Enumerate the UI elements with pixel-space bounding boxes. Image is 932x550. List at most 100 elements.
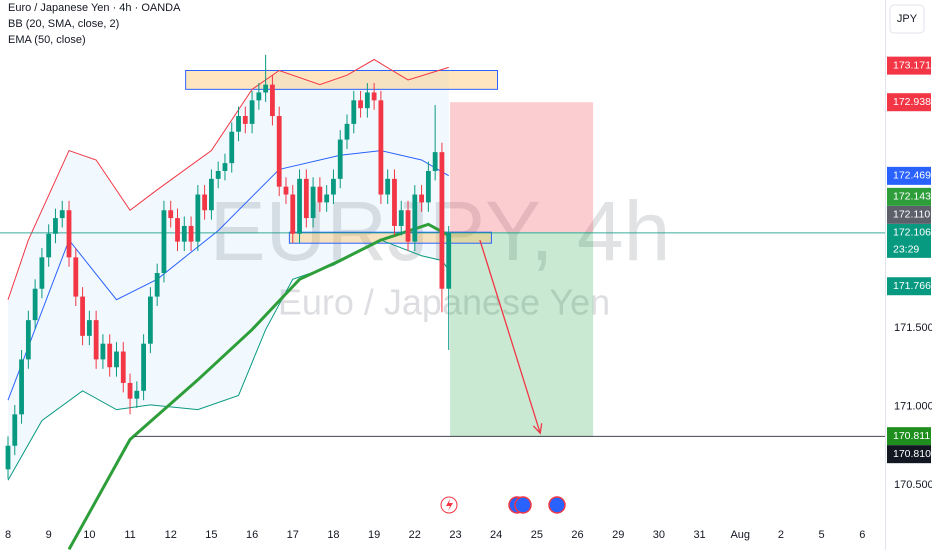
x-tick-label: 26: [571, 529, 583, 541]
candle-body: [324, 194, 330, 203]
x-tick-label: Aug: [730, 529, 750, 541]
candle-body: [236, 116, 241, 132]
candle-body: [141, 343, 147, 391]
candle-body: [215, 170, 221, 179]
price-label: [887, 445, 931, 464]
arrow-head: [532, 423, 543, 435]
candle-body: [66, 210, 72, 258]
candle-body: [175, 218, 180, 242]
candle-body: [290, 194, 296, 234]
candle-body: [351, 100, 357, 124]
currency-button[interactable]: [889, 4, 925, 34]
candle-body: [209, 178, 214, 211]
candle-body: [263, 84, 269, 93]
x-tick-label: 6: [859, 529, 865, 541]
candle-body: [202, 194, 208, 211]
candle-body: [32, 288, 38, 321]
candle-body: [53, 218, 58, 234]
candle-body: [392, 178, 397, 226]
candle-body: [59, 210, 65, 219]
candle-body: [249, 100, 255, 124]
candle-body: [283, 186, 289, 195]
zone: [185, 69, 499, 90]
price-label-text: 172.938: [893, 96, 931, 108]
candle-body: [12, 414, 18, 446]
currency-label[interactable]: JPY: [897, 13, 918, 25]
countdown: 23:29: [893, 244, 919, 256]
candle-body: [398, 210, 404, 226]
x-tick-label: 31: [693, 529, 705, 541]
candle-body: [371, 92, 377, 101]
price-label-text: 173.171: [893, 59, 931, 71]
x-tick-label: 10: [83, 529, 95, 541]
candle-body: [276, 116, 282, 187]
candle-body: [405, 210, 411, 242]
indicator-label: EMA (50, close): [8, 34, 86, 46]
event-icon[interactable]: [548, 496, 566, 514]
indicator-label: BB (20, SMA, close, 2): [8, 18, 119, 30]
arrow: [479, 239, 541, 434]
price-label-text: 170.811: [893, 430, 930, 442]
x-tick-label: 11: [124, 529, 135, 541]
x-tick-label: 17: [287, 529, 299, 541]
candle-body: [344, 123, 350, 140]
price-label: [887, 205, 931, 224]
candle-body: [188, 225, 194, 242]
target-zone: [450, 232, 594, 437]
candle-body: [181, 225, 187, 242]
x-tick-label: 12: [165, 529, 177, 541]
candle-body: [93, 320, 99, 360]
chart-title: Euro / Japanese Yen · 4h · OANDA: [8, 2, 181, 14]
candle-body: [86, 320, 92, 336]
event-icon[interactable]: [514, 496, 532, 514]
y-tick-label: 171.500: [894, 322, 932, 334]
candle-body: [147, 296, 153, 344]
candle-body: [270, 84, 275, 117]
candle-body: [297, 178, 302, 234]
candle-body: [5, 445, 11, 470]
candle-body: [446, 232, 452, 289]
candle-body: [107, 343, 113, 368]
candle-body: [161, 210, 167, 274]
candle-body: [412, 194, 418, 242]
candle-body: [310, 186, 316, 219]
candle-body: [195, 194, 201, 242]
candle-body: [73, 257, 79, 297]
candle-body: [222, 163, 228, 171]
candle-body: [242, 116, 248, 124]
price-label-text: 172.469: [893, 170, 931, 182]
candle-body: [385, 178, 391, 195]
candle-body: [39, 257, 45, 289]
price-label-text: 172.143: [893, 191, 931, 203]
candle-body: [419, 194, 424, 203]
event-icon-glyph: [446, 499, 453, 511]
x-tick-label: 5: [819, 529, 825, 541]
indicator-line: [7, 150, 449, 401]
y-tick-label: 170.500: [894, 479, 932, 491]
candle-body: [256, 92, 262, 101]
candle-body: [127, 382, 133, 399]
x-tick-label: 16: [246, 529, 258, 541]
candle-body: [303, 178, 309, 219]
x-tick-label: 22: [409, 529, 421, 541]
y-tick-label: 171.000: [894, 400, 932, 412]
x-tick-label: 23: [449, 529, 461, 541]
candle-body: [114, 351, 119, 368]
candle-body: [364, 92, 370, 109]
candle-body: [120, 351, 126, 383]
stop-zone: [450, 102, 594, 233]
candle-body: [19, 359, 24, 415]
indicator-line: [7, 58, 449, 300]
candle-body: [358, 100, 363, 109]
price-label: [887, 427, 931, 446]
price-label: [887, 187, 931, 206]
x-tick-label: 18: [327, 529, 339, 541]
x-tick-label: 29: [612, 529, 624, 541]
candle-body: [229, 131, 235, 164]
candle-body: [46, 233, 52, 258]
price-label-text: 172.106: [893, 227, 931, 239]
candle-body: [432, 152, 438, 171]
x-tick-label: 19: [368, 529, 380, 541]
